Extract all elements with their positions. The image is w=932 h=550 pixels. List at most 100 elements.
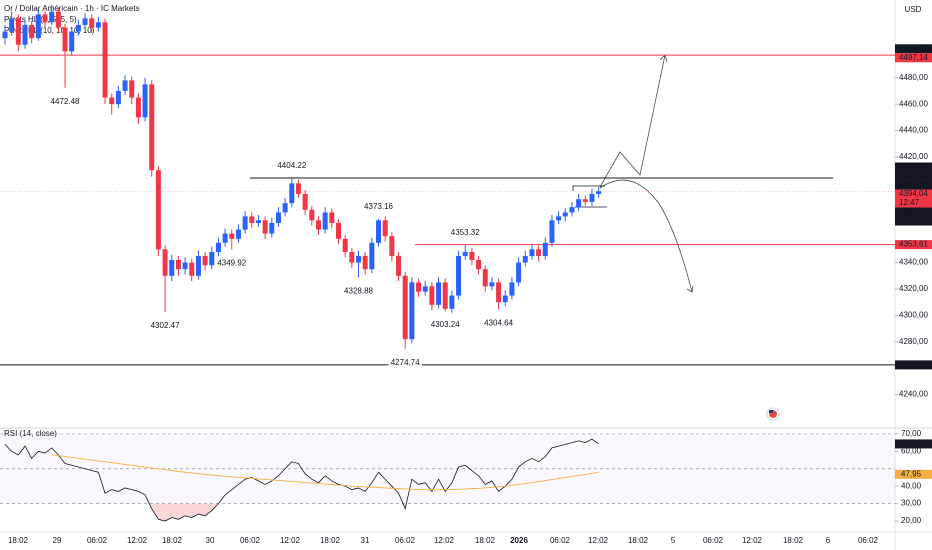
pivot-label-bg (428, 320, 463, 331)
candle-body (282, 203, 288, 213)
candle-body (129, 80, 135, 98)
candle-body (135, 97, 141, 118)
candle-body (82, 18, 88, 25)
candle-body (596, 191, 602, 194)
x-tick-label: 18:02 (628, 536, 649, 545)
rsi-line (51, 454, 599, 491)
price-box-label: 4262,51 (899, 360, 928, 369)
candle-body (102, 22, 108, 98)
price-box-label: 4394,04 (899, 189, 928, 198)
x-tick-label: 06:02 (87, 536, 108, 545)
candle-body (262, 220, 268, 234)
candle-body (42, 14, 48, 23)
candle-body (362, 255, 368, 270)
price-box-label: 4397,46 (899, 171, 928, 180)
y-tick-label: 40,00 (901, 481, 922, 490)
price-box (895, 189, 932, 199)
candle-body (195, 255, 201, 276)
candle-body (2, 31, 8, 39)
candle-body (496, 282, 502, 303)
candle-body (289, 183, 295, 204)
x-tick-label: 18:02 (162, 536, 183, 545)
x-tick-label: 12:02 (588, 536, 609, 545)
value-box (895, 469, 932, 479)
y-tick-label: 20,00 (901, 516, 922, 525)
candle-body (62, 27, 68, 52)
candle-body (529, 249, 535, 256)
candle-body (329, 212, 335, 223)
candle-body (202, 255, 208, 266)
candle-body (69, 31, 75, 52)
x-tick-label: 06:02 (550, 536, 571, 545)
candle-body (209, 252, 215, 266)
price-box (895, 240, 932, 250)
candle-body (29, 24, 35, 39)
candle-body (322, 212, 328, 230)
x-tick-label: 06:02 (240, 536, 261, 545)
candle-body (309, 209, 315, 221)
candle-body (342, 238, 348, 253)
candle-body (229, 233, 235, 239)
candle-body (162, 249, 168, 276)
y-tick-label: 4480,00 (899, 73, 928, 82)
candle-body (115, 90, 121, 105)
price-box-label: 4397,39 (899, 180, 928, 189)
x-tick-label: 30 (206, 536, 215, 545)
candle-body (302, 193, 308, 210)
y-tick-label: 30,00 (901, 499, 922, 508)
y-tick-label: 4340,00 (899, 258, 928, 267)
candle-body (576, 199, 582, 208)
pivot-label: 4404.22 (277, 161, 306, 170)
rsi-line (4, 438, 599, 522)
candle-body (255, 220, 261, 223)
value-box-label: 47,95 (901, 469, 922, 478)
y-tick-label: 60,00 (901, 446, 922, 455)
candle-body (22, 24, 28, 45)
candle-body (556, 216, 562, 221)
range-box (572, 185, 605, 191)
candle-body (235, 229, 241, 239)
pivot-label-bg (388, 357, 423, 368)
pivot-label: 4328.88 (344, 286, 373, 295)
flag-icon (766, 407, 780, 421)
pivot-label-bg (148, 321, 183, 332)
candle-body (469, 252, 475, 260)
x-tick-label: 06:02 (395, 536, 416, 545)
candle-body (456, 255, 462, 296)
candle-body (336, 222, 341, 239)
y-tick-label: 4320,00 (899, 284, 928, 293)
pivot-label: 4303.24 (431, 320, 460, 329)
price-box (895, 216, 932, 226)
down-arrow (599, 179, 693, 293)
candle-body (369, 242, 375, 270)
candle-body (109, 97, 115, 105)
x-tick-label: 6 (826, 536, 831, 545)
pivot-label-bg (481, 318, 516, 329)
x-tick-label: 18:02 (8, 536, 29, 545)
price-box-label: 12:47 (899, 198, 920, 207)
candle-body (389, 236, 395, 256)
y-tick-label: 4460,00 (899, 99, 928, 108)
candle-body (269, 222, 275, 234)
candle-body (409, 282, 415, 340)
pivot-label: 4274.74 (391, 358, 420, 367)
candle-body (55, 11, 61, 28)
price-box (895, 44, 932, 54)
candle-body (502, 295, 508, 303)
price-box-label: 4381,67 (899, 207, 928, 216)
price-box-label: 4497,14 (899, 53, 928, 62)
price-box (895, 198, 932, 208)
candle-body (142, 84, 148, 118)
candle-body (275, 212, 281, 223)
candle-body (436, 282, 442, 305)
x-tick-label: 18:02 (783, 536, 804, 545)
candle-body (582, 199, 588, 202)
candle-body (315, 220, 321, 230)
price-box (895, 180, 932, 190)
candle-body (349, 252, 355, 263)
candle-body (9, 18, 15, 32)
pivot-label: 4373.16 (364, 202, 393, 211)
y-tick-label: 4300,00 (899, 310, 928, 319)
x-tick-label: 2026 (510, 536, 528, 545)
candle-body (429, 286, 435, 305)
